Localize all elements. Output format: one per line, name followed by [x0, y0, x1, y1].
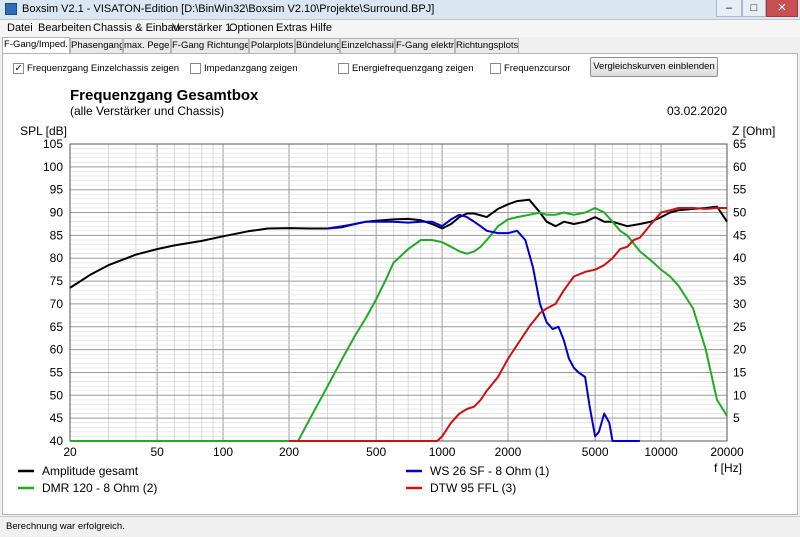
tab-einzelchassis[interactable]: Einzelchassis	[340, 38, 395, 53]
y2-tick-label: 45	[733, 228, 747, 242]
einzelchassis-checkbox[interactable]: ✓	[13, 63, 24, 74]
ws-26-sf-line	[327, 213, 640, 442]
y-tick-label: 45	[50, 411, 64, 425]
y-tick-label: 85	[50, 228, 64, 242]
x-tick-label: 20000	[710, 445, 744, 459]
maximize-button[interactable]: □	[742, 0, 766, 17]
einzelchassis-label: Frequenzgang Einzelchassis zeigen	[27, 63, 180, 74]
close-button[interactable]: ✕	[766, 0, 798, 17]
x-axis-label: f [Hz]	[714, 461, 742, 475]
x-tick-label: 2000	[495, 445, 522, 459]
tab-richtungsplots[interactable]: Richtungsplots	[455, 38, 519, 53]
y2-tick-label: 5	[733, 411, 740, 425]
chart-subtitle: (alle Verstärker und Chassis)	[70, 104, 224, 118]
cursor-label: Frequenzcursor	[504, 63, 571, 74]
y-tick-label: 60	[50, 343, 64, 357]
x-tick-label: 50	[150, 445, 164, 459]
y-tick-label: 55	[50, 365, 64, 379]
menu-optionen[interactable]: Optionen	[229, 22, 274, 34]
chart-container: Frequenzgang Gesamtbox (alle Verstärker u…	[8, 80, 792, 510]
y-tick-label: 100	[43, 160, 63, 174]
tab-buendelung[interactable]: Bündelung	[295, 38, 340, 53]
y2-tick-label: 40	[733, 251, 747, 265]
legend-dtw-95-ffl-label: DTW 95 FFL (3)	[430, 481, 516, 495]
status-text: Berechnung war erfolgreich.	[6, 521, 125, 532]
energie-checkbox[interactable]	[338, 63, 349, 74]
tab-polarplots[interactable]: Polarplots	[249, 38, 295, 53]
impedanz-label: Impedanzgang zeigen	[204, 63, 298, 74]
y2-axis-label: Z [Ohm]	[732, 124, 775, 138]
y-tick-label: 105	[43, 137, 63, 151]
tab-strip: F-Gang/Imped. Phasengang max. Pegel F-Ga…	[0, 37, 800, 54]
x-tick-label: 20	[63, 445, 77, 459]
menu-datei[interactable]: Datei	[7, 22, 33, 34]
chart-date: 03.02.2020	[667, 104, 727, 118]
y-tick-label: 40	[50, 434, 64, 448]
y2-tick-label: 10	[733, 388, 747, 402]
y-tick-label: 65	[50, 320, 64, 334]
menu-bearbeiten[interactable]: Bearbeiten	[38, 22, 92, 34]
chart-title: Frequenzgang Gesamtbox	[70, 87, 259, 104]
y2-tick-label: 60	[733, 160, 747, 174]
vergleichskurven-button[interactable]: Vergleichskurven einblenden	[590, 57, 718, 77]
y-tick-label: 80	[50, 251, 64, 265]
title-bar: Boxsim V2.1 - VISATON-Edition [D:\BinWin…	[0, 0, 800, 20]
y2-tick-label: 55	[733, 183, 747, 197]
tab-max-pegel[interactable]: max. Pegel	[123, 38, 171, 53]
legend-ws-26-sf-label: WS 26 SF - 8 Ohm (1)	[430, 464, 549, 478]
app-icon	[5, 3, 17, 15]
menu-extras[interactable]: Extras	[276, 22, 308, 34]
legend-dmr-120-label: DMR 120 - 8 Ohm (2)	[42, 481, 157, 495]
tab-f-gang-elektr[interactable]: F-Gang elektr.	[395, 38, 455, 53]
y2-tick-label: 30	[733, 297, 747, 311]
y2-tick-label: 50	[733, 206, 747, 220]
y-tick-label: 75	[50, 274, 64, 288]
plot-area	[70, 144, 727, 441]
tab-phasengang[interactable]: Phasengang	[70, 38, 123, 53]
minimize-button[interactable]: –	[716, 0, 742, 17]
y-tick-label: 95	[50, 183, 64, 197]
cursor-checkbox[interactable]	[490, 63, 501, 74]
menu-bar: Datei Bearbeiten Chassis & Einbau Verstä…	[0, 20, 800, 37]
status-bar: Berechnung war erfolgreich.	[0, 516, 800, 537]
menu-hilfe[interactable]: Hilfe	[310, 22, 333, 34]
menu-verstaerker[interactable]: Verstärker 1	[172, 22, 232, 34]
y-tick-label: 90	[50, 206, 64, 220]
dtw-95-ffl-line	[289, 207, 727, 442]
window-title: Boxsim V2.1 - VISATON-Edition [D:\BinWin…	[22, 3, 435, 15]
tab-f-gang-imped[interactable]: F-Gang/Imped.	[2, 37, 70, 54]
y2-tick-label: 35	[733, 274, 747, 288]
x-tick-label: 5000	[582, 445, 609, 459]
x-tick-label: 10000	[644, 445, 678, 459]
y-axis-label: SPL [dB]	[20, 124, 67, 138]
frequency-response-chart: Frequenzgang Gesamtbox(alle Verstärker u…	[18, 87, 775, 495]
y-tick-label: 50	[50, 388, 64, 402]
x-tick-label: 500	[366, 445, 386, 459]
y2-tick-label: 20	[733, 343, 747, 357]
x-tick-label: 1000	[429, 445, 456, 459]
y2-tick-label: 15	[733, 365, 747, 379]
y2-tick-label: 65	[733, 137, 747, 151]
y-tick-label: 70	[50, 297, 64, 311]
x-tick-label: 100	[213, 445, 233, 459]
menu-chassis-einbau[interactable]: Chassis & Einbau	[93, 22, 180, 34]
legend-amplitude-gesamt-label: Amplitude gesamt	[42, 464, 139, 478]
amplitude-gesamt-line	[69, 198, 728, 289]
y2-tick-label: 25	[733, 320, 747, 334]
tab-f-gang-richtungen[interactable]: F-Gang Richtungen	[171, 38, 249, 53]
energie-label: Energiefrequenzgang zeigen	[352, 63, 474, 74]
impedanz-checkbox[interactable]	[190, 63, 201, 74]
x-tick-label: 200	[279, 445, 299, 459]
dmr-120-line	[70, 207, 728, 442]
